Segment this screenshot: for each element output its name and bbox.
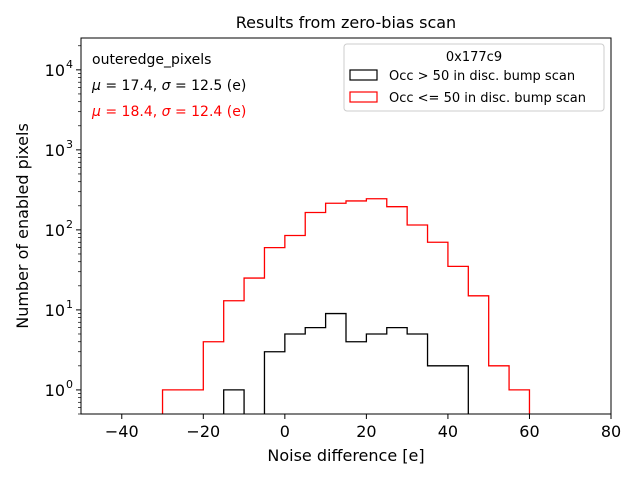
x-axis: −40 −20 0 20 40 60 80	[105, 414, 621, 441]
x-tick-label: 60	[519, 422, 539, 441]
bin-occ_gt_50	[407, 334, 427, 414]
bin-occ_gt_50	[366, 334, 386, 414]
bin-occ_gt_50	[326, 314, 346, 414]
bin-occ_gt_50	[428, 366, 448, 414]
legend: 0x177c9 Occ > 50 in disc. bump scan Occ …	[343, 43, 605, 112]
bin-occ_le_50	[183, 390, 203, 414]
bin-occ_gt_50	[346, 342, 366, 414]
x-tick-label: 40	[438, 422, 458, 441]
axes-frame	[80, 37, 612, 415]
bin-occ_gt_50	[264, 352, 284, 414]
annotation-stats-red: μ = 18.4, σ = 12.4 (e)	[91, 104, 246, 120]
x-tick-label: −40	[105, 422, 139, 441]
y-tick-exponent: 4	[66, 58, 73, 71]
bin-occ_gt_50	[387, 328, 407, 414]
bin-occ_le_50	[203, 342, 223, 414]
y-tick-label: 10	[45, 301, 65, 320]
bin-occ_gt_50	[448, 366, 468, 414]
x-tick-label: 80	[601, 422, 621, 441]
x-tick-label: −20	[186, 422, 220, 441]
mu-symbol: μ	[91, 104, 101, 120]
x-tick-label: 20	[356, 422, 376, 441]
sigma-symbol: σ	[162, 104, 172, 120]
y-tick-exponent: 3	[66, 138, 73, 151]
y-tick-exponent: 1	[66, 298, 73, 311]
y-tick-label: 10	[45, 381, 65, 400]
legend-title: 0x177c9	[446, 50, 502, 65]
sigma-symbol: σ	[162, 78, 172, 94]
y-tick-exponent: 2	[66, 218, 73, 231]
y-tick-label: 10	[45, 61, 65, 80]
bin-occ_gt_50	[224, 390, 244, 414]
x-tick-label: 0	[280, 422, 290, 441]
bin-occ_le_50	[163, 390, 183, 414]
x-axis-label: Noise difference [e]	[267, 446, 424, 465]
legend-frame	[343, 43, 605, 112]
y-tick-label: 10	[45, 221, 65, 240]
y-axis-label: Number of enabled pixels	[13, 123, 32, 329]
series-occ_le_50-outline	[161, 198, 531, 414]
series-occ_gt_50-outline	[223, 312, 469, 414]
y-tick-exponent: 0	[66, 378, 73, 391]
stats-mid: = 17.4,	[101, 78, 162, 94]
chart-title: Results from zero-bias scan	[236, 13, 456, 32]
bin-occ_le_50	[468, 296, 488, 414]
stats-end: = 12.4 (e)	[171, 104, 247, 120]
y-tick-label: 10	[45, 141, 65, 160]
stats-mid: = 18.4,	[101, 104, 162, 120]
legend-swatch-black	[349, 69, 378, 81]
annotation-group-name: outeredge_pixels	[92, 52, 211, 68]
bin-occ_le_50	[244, 278, 264, 414]
bin-occ_gt_50	[305, 328, 325, 414]
mu-symbol: μ	[91, 78, 101, 94]
series-layer	[161, 198, 531, 414]
bin-occ_le_50	[489, 366, 509, 414]
bin-occ_gt_50	[285, 334, 305, 414]
annotation-stats-black: μ = 17.4, σ = 12.5 (e)	[91, 78, 246, 94]
bin-occ_le_50	[509, 390, 529, 414]
stats-end: = 12.5 (e)	[171, 78, 247, 94]
legend-label-black: Occ > 50 in disc. bump scan	[389, 69, 575, 84]
legend-label-red: Occ <= 50 in disc. bump scan	[389, 91, 586, 106]
legend-swatch-red	[349, 91, 378, 103]
plot-area	[161, 198, 531, 414]
